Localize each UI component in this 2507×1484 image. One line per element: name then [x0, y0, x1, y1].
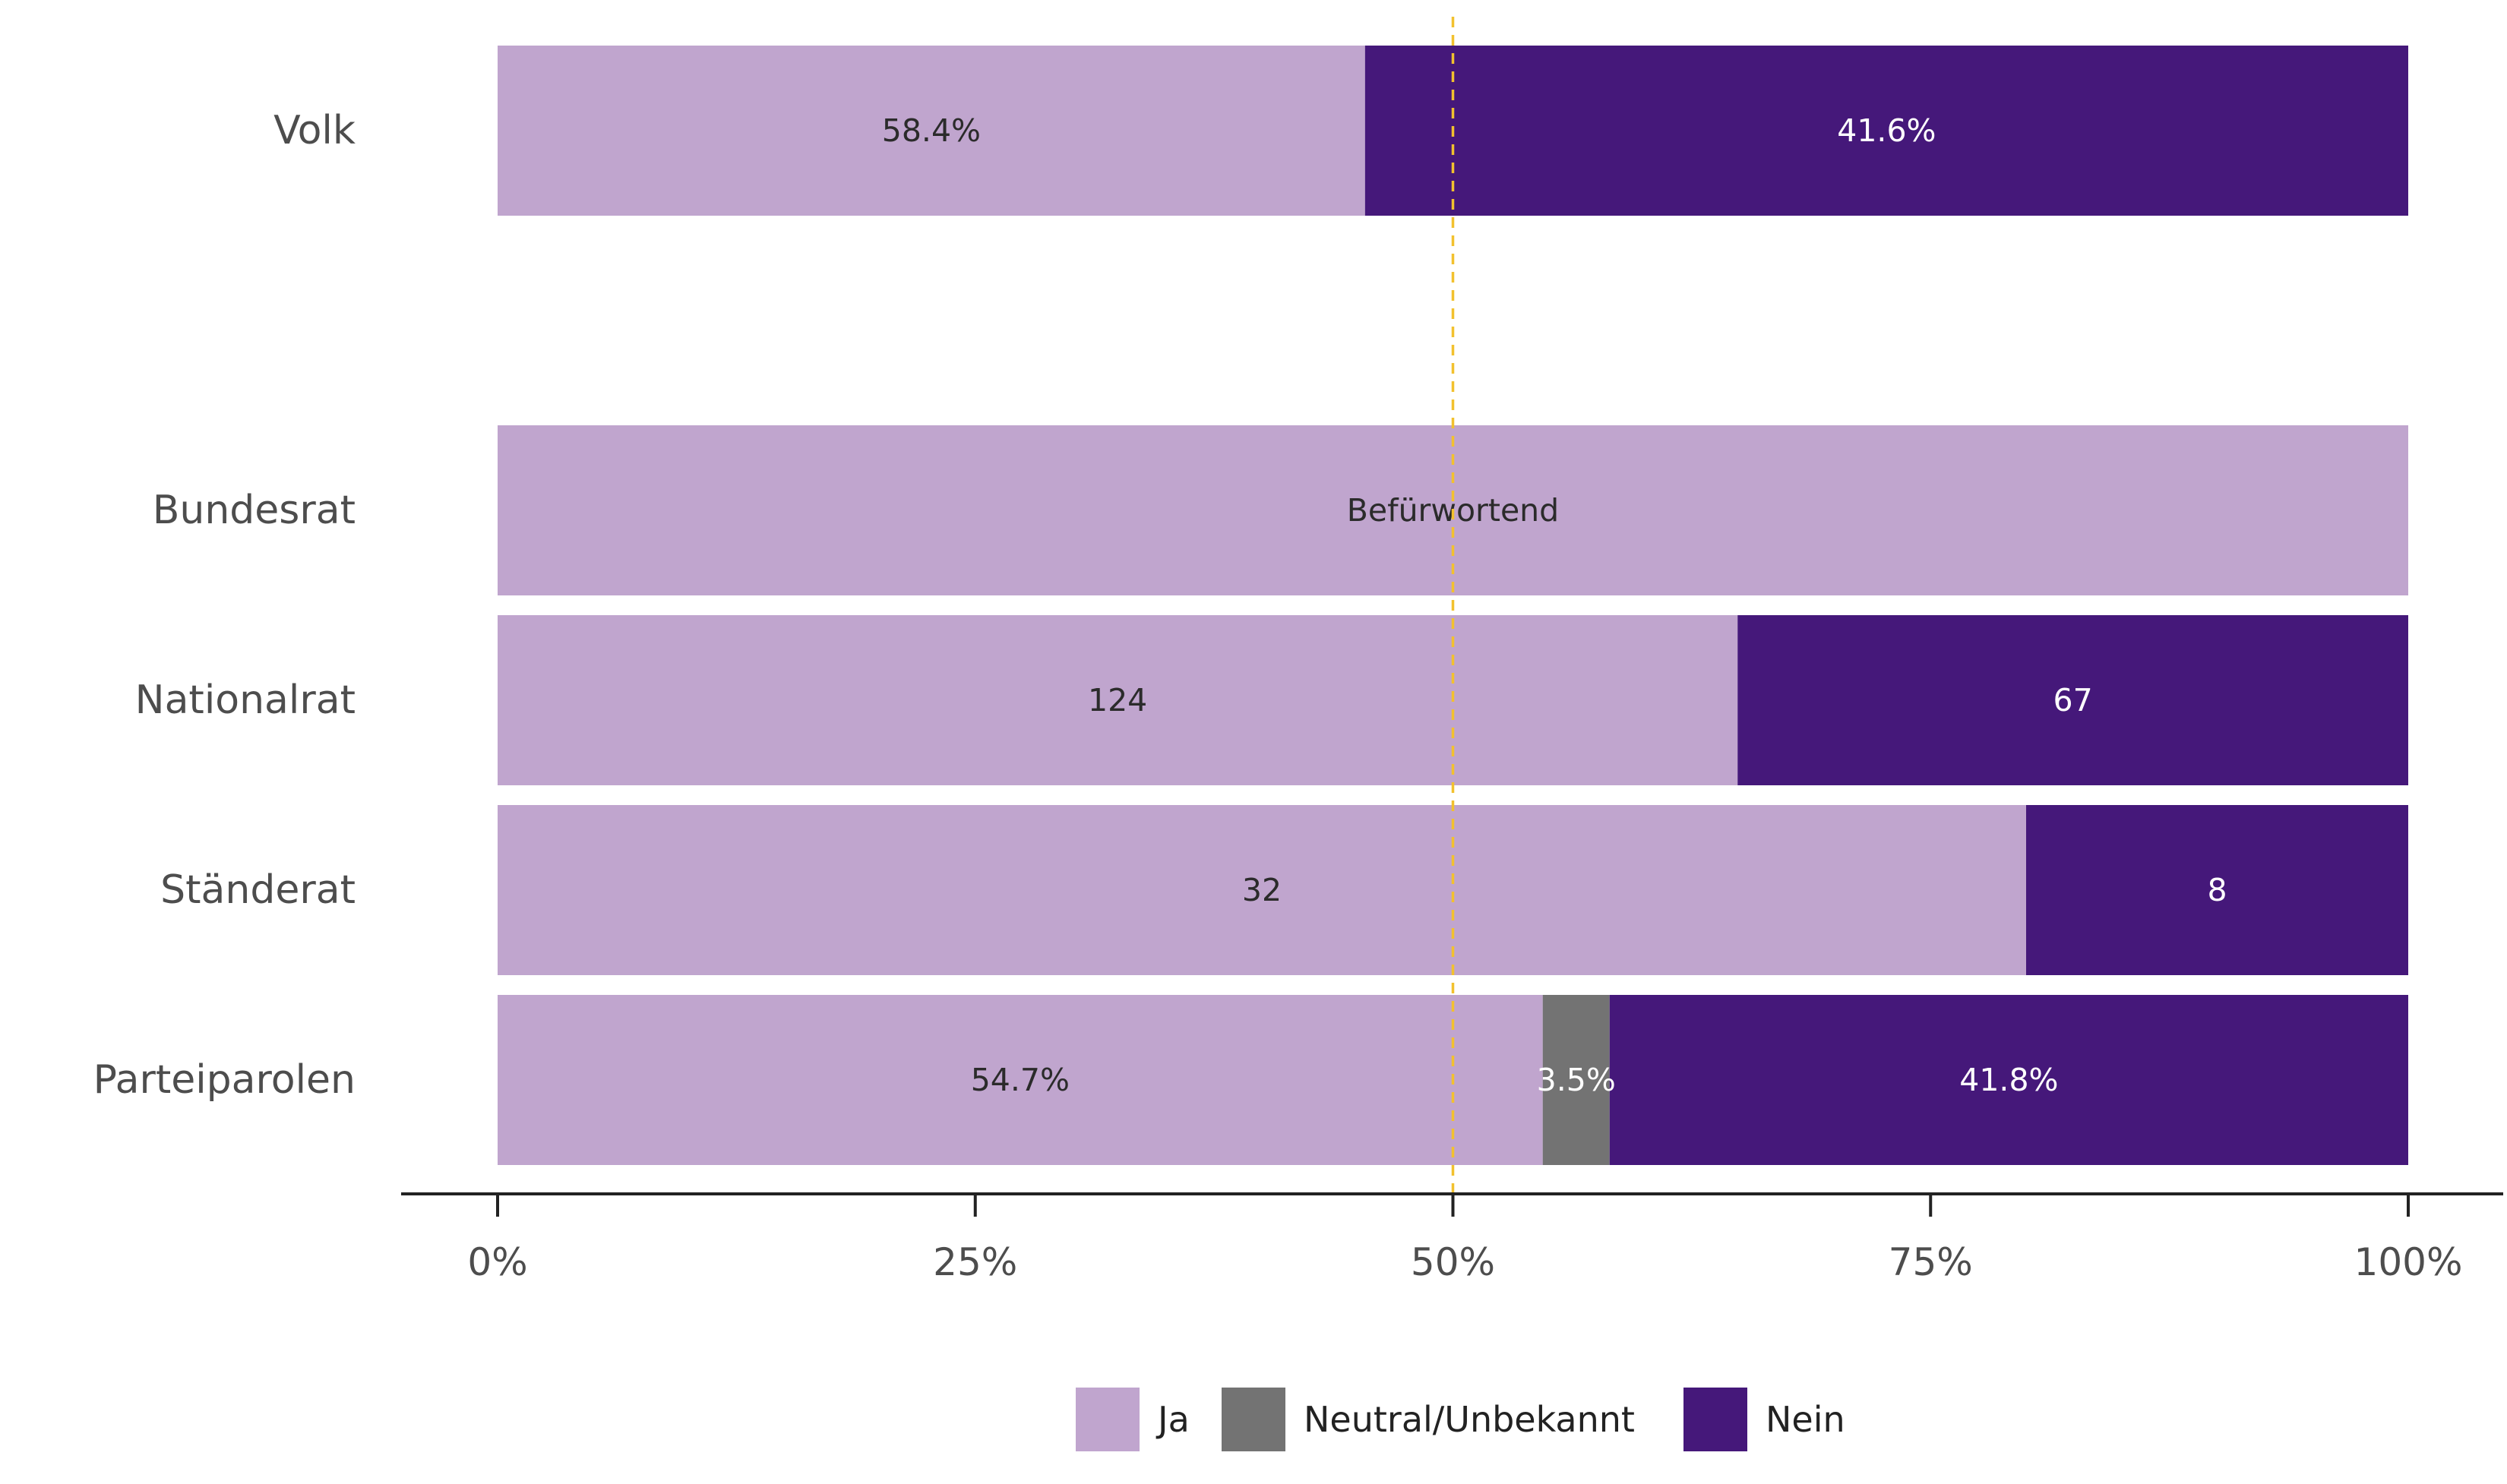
- data-label-nationalrat-nein: 67: [2053, 682, 2093, 718]
- data-label-parteiparolen-neutral-unbekannt: 3.5%: [1537, 1062, 1616, 1098]
- bar-segment-volk-nein: [1364, 46, 2408, 216]
- bar-segment-standerat-ja: [498, 805, 2026, 975]
- data-label-nationalrat-ja: 124: [1088, 682, 1147, 718]
- bar-segment-nationalrat-ja: [498, 615, 1738, 785]
- category-label-volk: Volk: [273, 108, 356, 153]
- x-tick-label-50: 50%: [1411, 1240, 1495, 1284]
- bar-segment-parteiparolen-nein: [1609, 995, 2408, 1165]
- legend-swatch-nein: [1683, 1388, 1747, 1451]
- bar-segment-nationalrat-nein: [1737, 615, 2408, 785]
- x-tick-label-25: 25%: [933, 1240, 1017, 1284]
- bar-segment-volk-ja: [498, 46, 1365, 216]
- bar-segment-standerat-nein: [2026, 805, 2408, 975]
- data-label-volk-nein: 41.6%: [1837, 112, 1936, 149]
- data-label-parteiparolen-nein: 41.8%: [1959, 1062, 2058, 1098]
- category-labels-layer: Volk Bundesrat Nationalrat Ständerat Parteip…: [93, 108, 356, 1103]
- data-label-standerat-ja: 32: [1242, 872, 1282, 908]
- legend-label-neutral-unbekannt: Neutral/Unbekannt: [1304, 1399, 1635, 1440]
- bar-segment-parteiparolen-neutral-unbekannt: [1542, 995, 1610, 1165]
- legend: Ja Neutral/Unbekannt Nein: [1076, 1388, 1845, 1451]
- legend-label-nein: Nein: [1766, 1399, 1845, 1440]
- x-tick-label-75: 75%: [1889, 1240, 1973, 1284]
- legend-swatch-ja: [1076, 1388, 1140, 1451]
- data-label-standerat-nein: 8: [2207, 872, 2227, 908]
- bar-segment-parteiparolen-ja: [498, 995, 1543, 1165]
- x-tick-label-0: 0%: [467, 1240, 527, 1284]
- category-label-nationalrat: Nationalrat: [135, 677, 356, 723]
- legend-swatch-neutral-unbekannt: [1222, 1388, 1285, 1451]
- data-label-volk-ja: 58.4%: [882, 112, 981, 149]
- data-label-parteiparolen-ja: 54.7%: [971, 1062, 1070, 1098]
- legend-label-ja: Ja: [1155, 1399, 1190, 1440]
- category-label-standerat: Ständerat: [160, 867, 356, 913]
- category-label-parteiparolen: Parteiparolen: [93, 1057, 356, 1103]
- bars-layer: [498, 46, 2408, 1165]
- x-tick-label-100: 100%: [2354, 1240, 2463, 1284]
- category-label-bundesrat: Bundesrat: [153, 488, 356, 533]
- x-axis: 0% 25% 50% 75% 100%: [401, 1192, 2503, 1284]
